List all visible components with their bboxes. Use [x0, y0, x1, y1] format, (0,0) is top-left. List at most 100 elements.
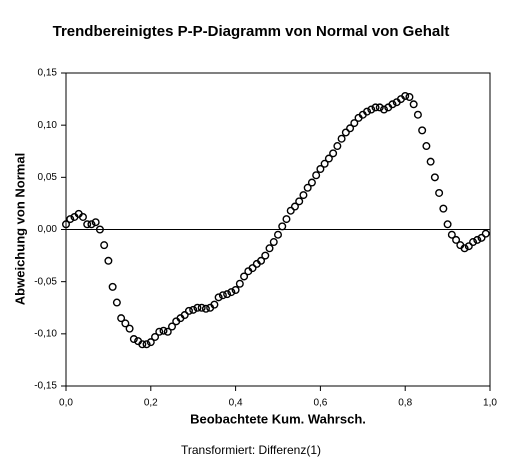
point: [337, 134, 346, 143]
point: [426, 157, 435, 166]
point: [269, 238, 278, 247]
y-axis-title: Abweichung von Normal: [12, 153, 27, 305]
point: [329, 149, 338, 158]
point: [460, 244, 469, 253]
point: [405, 92, 414, 101]
point: [193, 303, 202, 312]
point: [240, 272, 249, 281]
y-tick-label: 0,00: [38, 224, 58, 235]
point: [418, 126, 427, 135]
point: [324, 154, 333, 163]
point: [307, 178, 316, 187]
point: [274, 230, 283, 239]
point: [312, 171, 321, 180]
y-tick-label: -0,10: [34, 328, 57, 339]
point: [320, 159, 329, 168]
point: [265, 244, 274, 253]
point: [231, 286, 240, 295]
point: [278, 222, 287, 231]
point: [422, 142, 431, 151]
y-tick-label: 0,05: [38, 172, 58, 183]
point: [452, 235, 461, 244]
point: [66, 215, 75, 224]
point: [367, 105, 376, 114]
point: [104, 256, 113, 265]
point: [363, 107, 372, 116]
point: [129, 335, 138, 344]
point: [87, 220, 96, 229]
y-tick-label: 0,10: [38, 120, 58, 131]
point: [117, 314, 126, 323]
point: [91, 218, 100, 227]
x-tick-label: 0,8: [398, 398, 412, 409]
point: [435, 188, 444, 197]
point: [316, 164, 325, 173]
point: [108, 282, 117, 291]
x-tick-label: 1,0: [483, 398, 497, 409]
point: [443, 220, 452, 229]
point: [210, 300, 219, 309]
point: [151, 332, 160, 341]
point: [375, 103, 384, 112]
point: [257, 256, 266, 265]
x-tick-label: 0,0: [59, 398, 73, 409]
point: [146, 338, 155, 347]
point: [380, 105, 389, 114]
point: [282, 215, 291, 224]
point: [439, 204, 448, 213]
point: [189, 305, 198, 314]
point: [138, 340, 147, 349]
point: [227, 288, 236, 297]
point: [464, 242, 473, 251]
point: [388, 100, 397, 109]
point: [346, 124, 355, 133]
point: [248, 264, 257, 273]
point: [341, 128, 350, 137]
y-tick-label: 0,15: [38, 68, 58, 79]
y-tick-label: -0,15: [34, 381, 57, 392]
x-tick-label: 0,6: [313, 398, 327, 409]
chart-title: Trendbereinigtes P-P-Diagramm von Normal…: [53, 23, 450, 40]
point: [290, 202, 299, 211]
point: [481, 229, 490, 238]
point: [180, 311, 189, 320]
point: [184, 306, 193, 315]
point: [201, 304, 210, 313]
point: [473, 235, 482, 244]
point: [303, 183, 312, 192]
point: [261, 251, 270, 260]
point: [350, 119, 359, 128]
x-tick-label: 0,2: [144, 398, 158, 409]
point: [409, 100, 418, 109]
point: [430, 173, 439, 182]
point: [95, 225, 104, 234]
footnote: Transformiert: Differenz(1): [181, 443, 321, 457]
point: [78, 212, 87, 221]
point: [333, 142, 342, 151]
point: [100, 241, 109, 250]
point: [125, 324, 134, 333]
x-axis-title: Beobachtete Kum. Wahrsch.: [190, 411, 366, 426]
point: [163, 327, 172, 336]
point: [159, 326, 168, 335]
point: [295, 197, 304, 206]
point: [413, 110, 422, 119]
point: [214, 293, 223, 302]
point: [371, 103, 380, 112]
point: [447, 230, 456, 239]
point: [83, 220, 92, 229]
point: [477, 233, 486, 242]
point: [197, 303, 206, 312]
point: [286, 206, 295, 215]
point: [142, 340, 151, 349]
point: [112, 298, 121, 307]
point: [401, 91, 410, 100]
point: [469, 238, 478, 247]
point: [121, 319, 130, 328]
y-tick-label: -0,05: [34, 276, 57, 287]
point: [167, 322, 176, 331]
point: [218, 291, 227, 300]
point: [235, 279, 244, 288]
